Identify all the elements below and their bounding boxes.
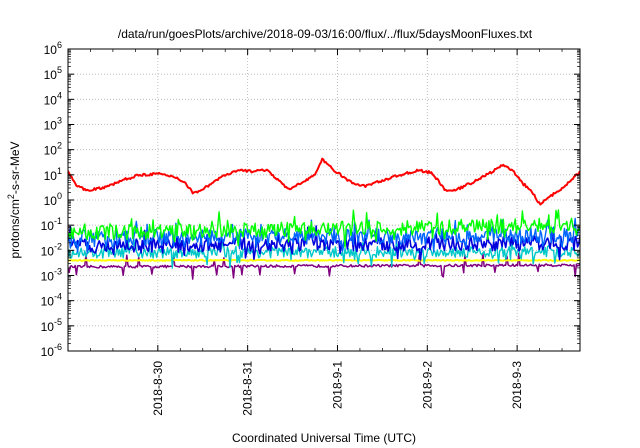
y-tick-base: 10	[44, 144, 58, 158]
y-tick-label: 103	[44, 116, 62, 133]
y-tick-base: 10	[41, 320, 55, 334]
y-tick-exponent: 4	[57, 90, 62, 100]
y-tick-exponent: -5	[54, 317, 62, 327]
y-tick-base: 10	[44, 68, 58, 82]
y-tick-base: 10	[44, 93, 58, 107]
x-axis-label: Coordinated Universal Time (UTC)	[232, 431, 416, 445]
y-tick-labels: 10-610-510-410-310-210-11001011021031041…	[41, 40, 62, 359]
y-tick-label: 106	[44, 40, 62, 57]
series-line	[68, 157, 580, 206]
y-tick-exponent: 0	[57, 191, 62, 201]
y-tick-exponent: 3	[57, 116, 62, 126]
series-line	[68, 258, 580, 262]
y-tick-label: 102	[44, 141, 62, 158]
x-tick-label: 2018-9-3	[510, 361, 524, 409]
y-tick-exponent: 1	[57, 166, 62, 176]
y-tick-exponent: -2	[54, 241, 62, 251]
x-tick-label: 2018-8-30	[151, 361, 165, 416]
y-tick-exponent: -3	[54, 267, 62, 277]
y-tick-exponent: -1	[54, 216, 62, 226]
x-tick-label: 2018-8-31	[241, 361, 255, 416]
y-axis-label: protons/cm2-s-sr-MeV	[6, 141, 22, 258]
y-tick-base: 10	[41, 219, 55, 233]
y-tick-base: 10	[41, 345, 55, 359]
y-axis-label-rest: -s-sr-MeV	[8, 141, 22, 194]
y-tick-label: 10-2	[41, 241, 62, 258]
y-tick-label: 100	[44, 191, 62, 208]
y-tick-label: 104	[44, 90, 62, 107]
y-tick-exponent: 6	[57, 40, 62, 50]
y-tick-label: 10-3	[41, 267, 62, 284]
x-tick-label: 2018-9-2	[420, 361, 434, 409]
series-line	[68, 252, 580, 280]
y-tick-label: 105	[44, 65, 62, 82]
chart-title: /data/run/goesPlots/archive/2018-09-03/1…	[118, 27, 533, 41]
y-tick-label: 101	[44, 166, 62, 183]
y-tick-base: 10	[44, 119, 58, 133]
x-tick-label: 2018-9-1	[330, 361, 344, 409]
y-tick-base: 10	[44, 194, 58, 208]
y-tick-exponent: -6	[54, 342, 62, 352]
y-tick-base: 10	[44, 169, 58, 183]
y-tick-base: 10	[41, 295, 55, 309]
y-axis-label-sup: 2	[6, 194, 16, 199]
y-tick-exponent: 5	[57, 65, 62, 75]
x-tick-labels: 2018-8-30 2018-8-31 2018-9-1 2018-9-2 2018-9…	[151, 361, 524, 416]
y-tick-label: 10-4	[41, 292, 62, 309]
y-tick-label: 10-5	[41, 317, 62, 334]
y-axis-label-base: protons/cm	[8, 199, 22, 258]
y-tick-exponent: 2	[57, 141, 62, 151]
axis-ticks	[68, 48, 580, 352]
y-tick-base: 10	[41, 244, 55, 258]
y-tick-label: 10-1	[41, 216, 62, 233]
y-tick-exponent: -4	[54, 292, 62, 302]
series-line	[68, 209, 580, 248]
y-tick-label: 10-6	[41, 342, 62, 359]
series-group	[68, 157, 580, 280]
y-tick-base: 10	[41, 270, 55, 284]
y-tick-base: 10	[44, 43, 58, 57]
